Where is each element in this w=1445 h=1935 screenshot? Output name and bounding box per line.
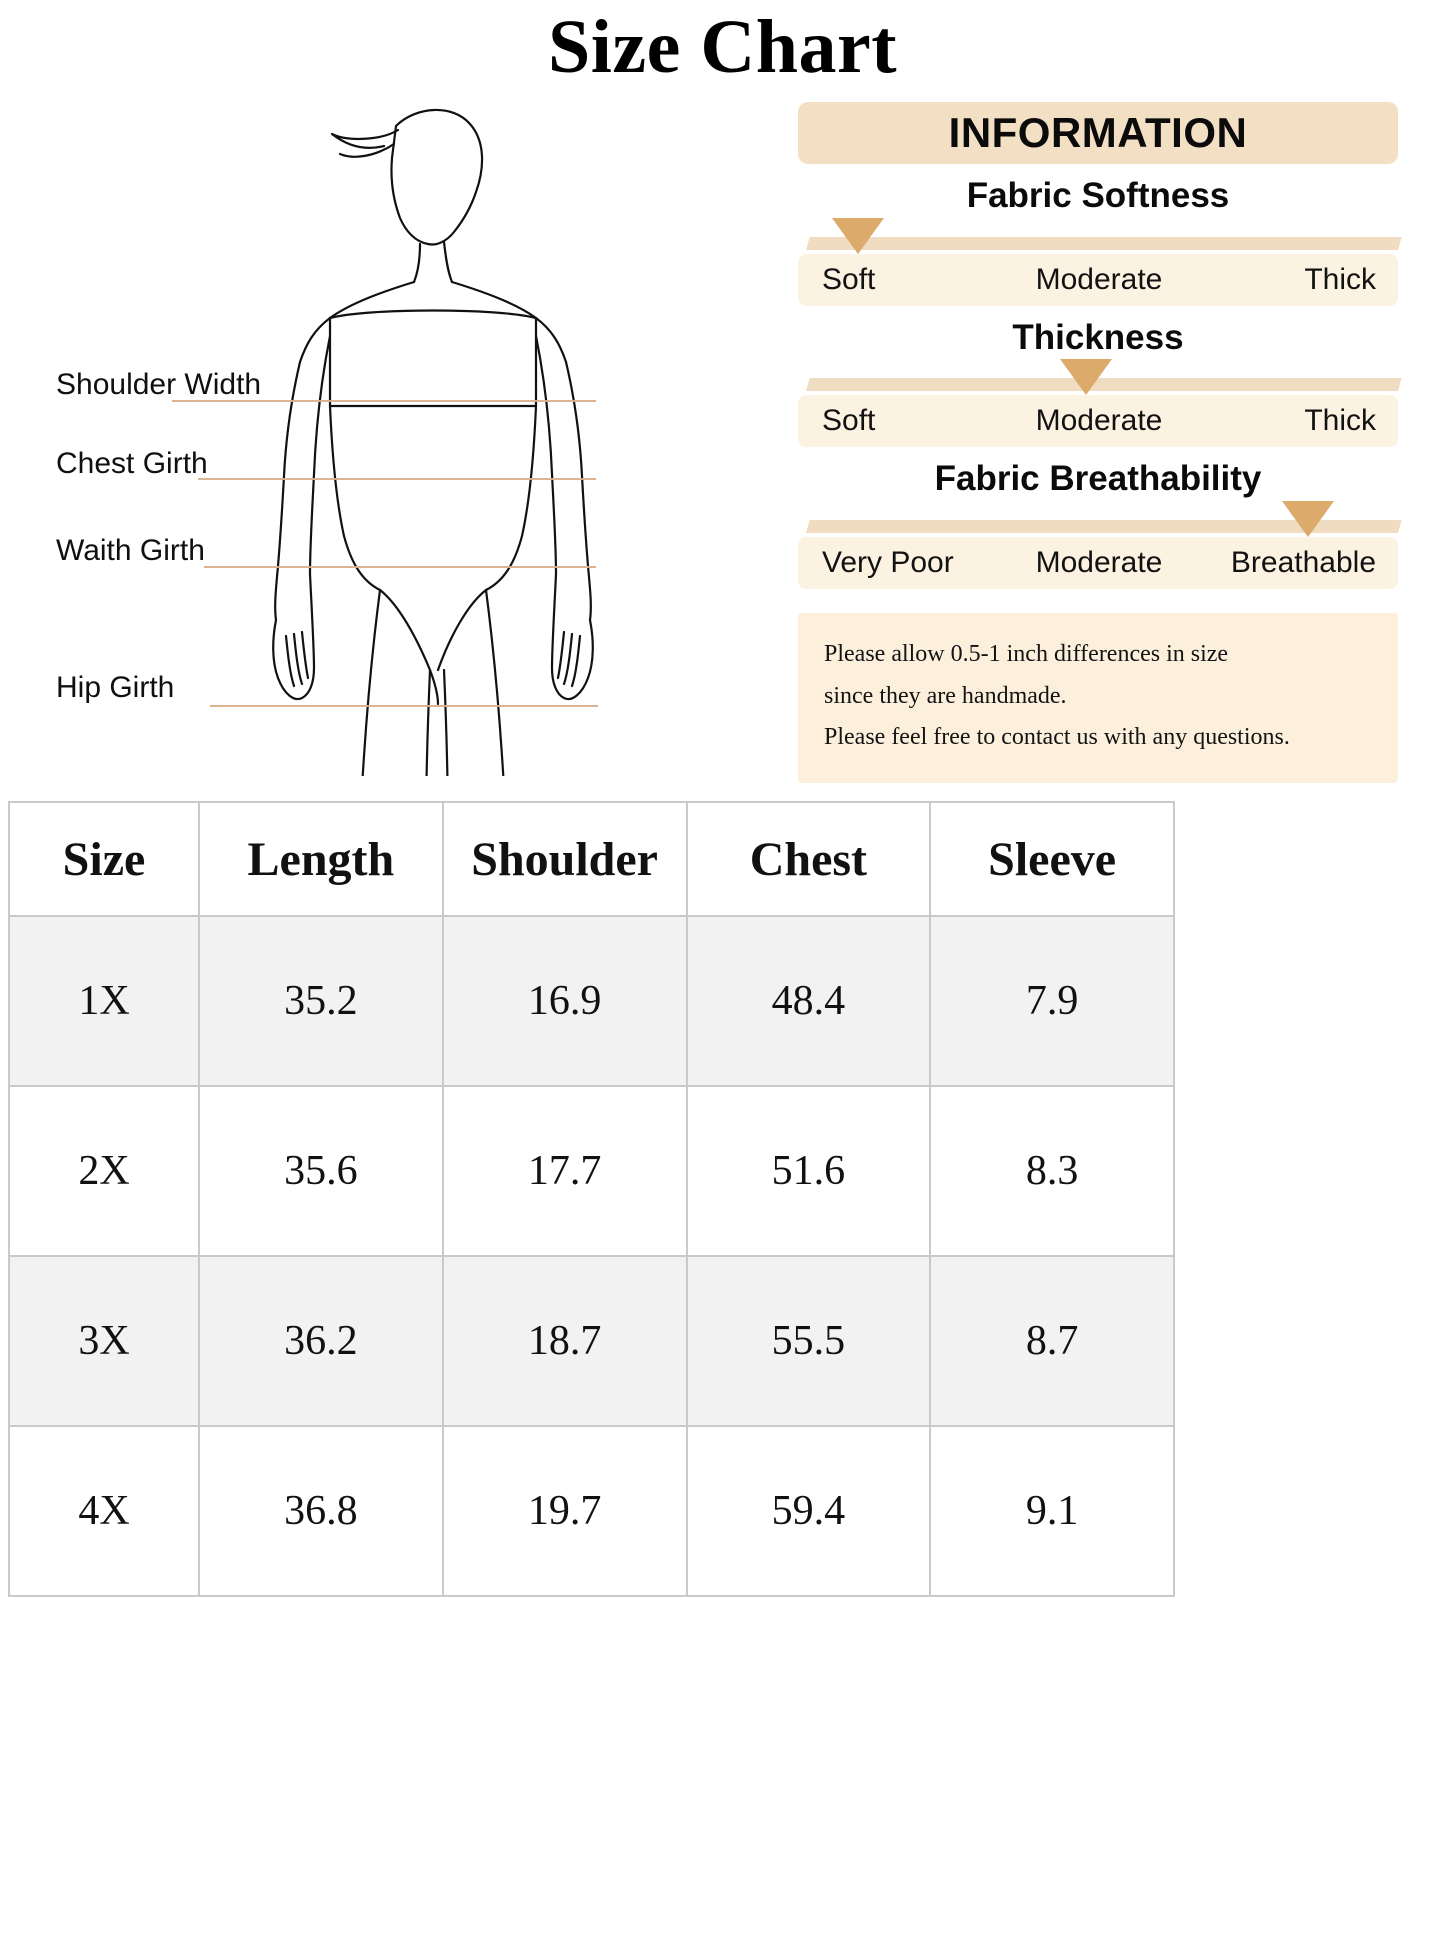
scale-label-soft: Soft (822, 262, 876, 296)
scale-label-moderate: Moderate (1035, 262, 1163, 296)
scale-track-fabric-softness (798, 217, 1402, 254)
scale-marker-fabric-softness[interactable] (832, 217, 884, 254)
cell-length: 35.2 (198, 915, 444, 1087)
cell-chest: 51.6 (685, 1085, 932, 1257)
scale-title-thickness: Thickness (1012, 317, 1184, 357)
scale-marker-fabric-breathability[interactable] (1282, 501, 1334, 538)
cell-shoulder: 18.7 (441, 1255, 688, 1427)
scale-fabric-softness: Fabric Softness Soft Moderate Thick (798, 174, 1402, 306)
scale-label-moderate: Moderate (1035, 404, 1163, 438)
cell-sleeve: 8.7 (929, 1255, 1175, 1427)
scale-label-thick: Thick (1304, 262, 1376, 296)
note-line-1: Please allow 0.5-1 inch differences in s… (824, 641, 1229, 668)
cell-size: 3X (8, 1255, 200, 1427)
cell-chest: 55.5 (685, 1255, 932, 1427)
cell-chest: 59.4 (685, 1425, 932, 1597)
note-line-2: since they are handmade. (824, 682, 1067, 709)
scale-track-fabric-breathability (798, 501, 1402, 538)
label-hip-girth: Hip Girth (56, 670, 175, 704)
scale-labels-fabric-softness: Soft Moderate Thick (798, 253, 1398, 306)
note-line-3: Please feel free to contact us with any … (824, 724, 1290, 751)
scale-fabric-breathability: Fabric Breathability Very Poor Moderate … (798, 457, 1402, 590)
page-title: Size Chart (547, 5, 898, 89)
cell-sleeve: 9.1 (929, 1425, 1175, 1597)
scale-labels-fabric-breathability: Very Poor Moderate Breathable (798, 537, 1398, 590)
cell-size: 2X (8, 1085, 200, 1257)
cell-length: 35.6 (198, 1085, 444, 1257)
cell-shoulder: 19.7 (441, 1425, 688, 1597)
hip-girth-line (210, 704, 598, 707)
table-row: 2X 35.6 17.7 51.6 8.3 (8, 1085, 1175, 1257)
body-figure-pane: Shoulder Width Chest Girth Waith Girth H… (0, 88, 790, 776)
label-waist-girth: Waith Girth (56, 533, 205, 567)
scale-labels-thickness: Soft Moderate Thick (798, 395, 1398, 448)
scale-label-moderate: Moderate (1035, 546, 1163, 580)
cell-sleeve: 8.3 (929, 1085, 1175, 1257)
table-row: 4X 36.8 19.7 59.4 9.1 (8, 1425, 1175, 1597)
cell-chest: 48.4 (685, 915, 932, 1087)
size-table: Size Length Shoulder Chest Sleeve 1X 35.… (8, 801, 1175, 1597)
waist-girth-line (204, 565, 596, 568)
scale-label-breathable: Breathable (1230, 546, 1376, 580)
scale-marker-thickness[interactable] (1060, 359, 1112, 396)
chest-girth-line (198, 477, 596, 480)
upper-section: Shoulder Width Chest Girth Waith Girth H… (0, 88, 1445, 784)
information-header: INFORMATION (798, 101, 1398, 164)
cell-length: 36.8 (198, 1425, 444, 1597)
cell-size: 1X (8, 915, 200, 1087)
cell-shoulder: 17.7 (441, 1085, 688, 1257)
column-header-shoulder: Shoulder (441, 801, 688, 917)
scale-track-thickness (798, 359, 1402, 396)
female-body-illustration (272, 108, 594, 776)
disclaimer-note: Please allow 0.5-1 inch differences in s… (798, 613, 1398, 784)
cell-sleeve: 7.9 (929, 915, 1175, 1087)
scale-label-thick: Thick (1304, 404, 1376, 438)
scale-title-fabric-breathability: Fabric Breathability (934, 459, 1262, 499)
column-header-size: Size (8, 801, 200, 917)
shoulder-width-line (172, 399, 596, 402)
table-header-row: Size Length Shoulder Chest Sleeve (8, 801, 1175, 917)
cell-shoulder: 16.9 (441, 915, 688, 1087)
column-header-sleeve: Sleeve (929, 801, 1175, 917)
column-header-length: Length (198, 801, 444, 917)
cell-size: 4X (8, 1425, 200, 1597)
scale-label-very-poor: Very Poor (822, 546, 954, 580)
cell-length: 36.2 (198, 1255, 444, 1427)
scale-title-fabric-softness: Fabric Softness (966, 175, 1230, 215)
scale-thickness: Thickness Soft Moderate Thick (798, 316, 1402, 448)
information-pane: INFORMATION Fabric Softness Soft Moderat… (798, 88, 1402, 784)
table-row: 1X 35.2 16.9 48.4 7.9 (8, 915, 1175, 1087)
scale-bar-fabric-softness (806, 236, 1402, 250)
label-shoulder-width: Shoulder Width (56, 367, 262, 401)
table-row: 3X 36.2 18.7 55.5 8.7 (8, 1255, 1175, 1427)
column-header-chest: Chest (685, 801, 932, 917)
scale-label-soft: Soft (822, 404, 876, 438)
label-chest-girth: Chest Girth (56, 446, 208, 480)
